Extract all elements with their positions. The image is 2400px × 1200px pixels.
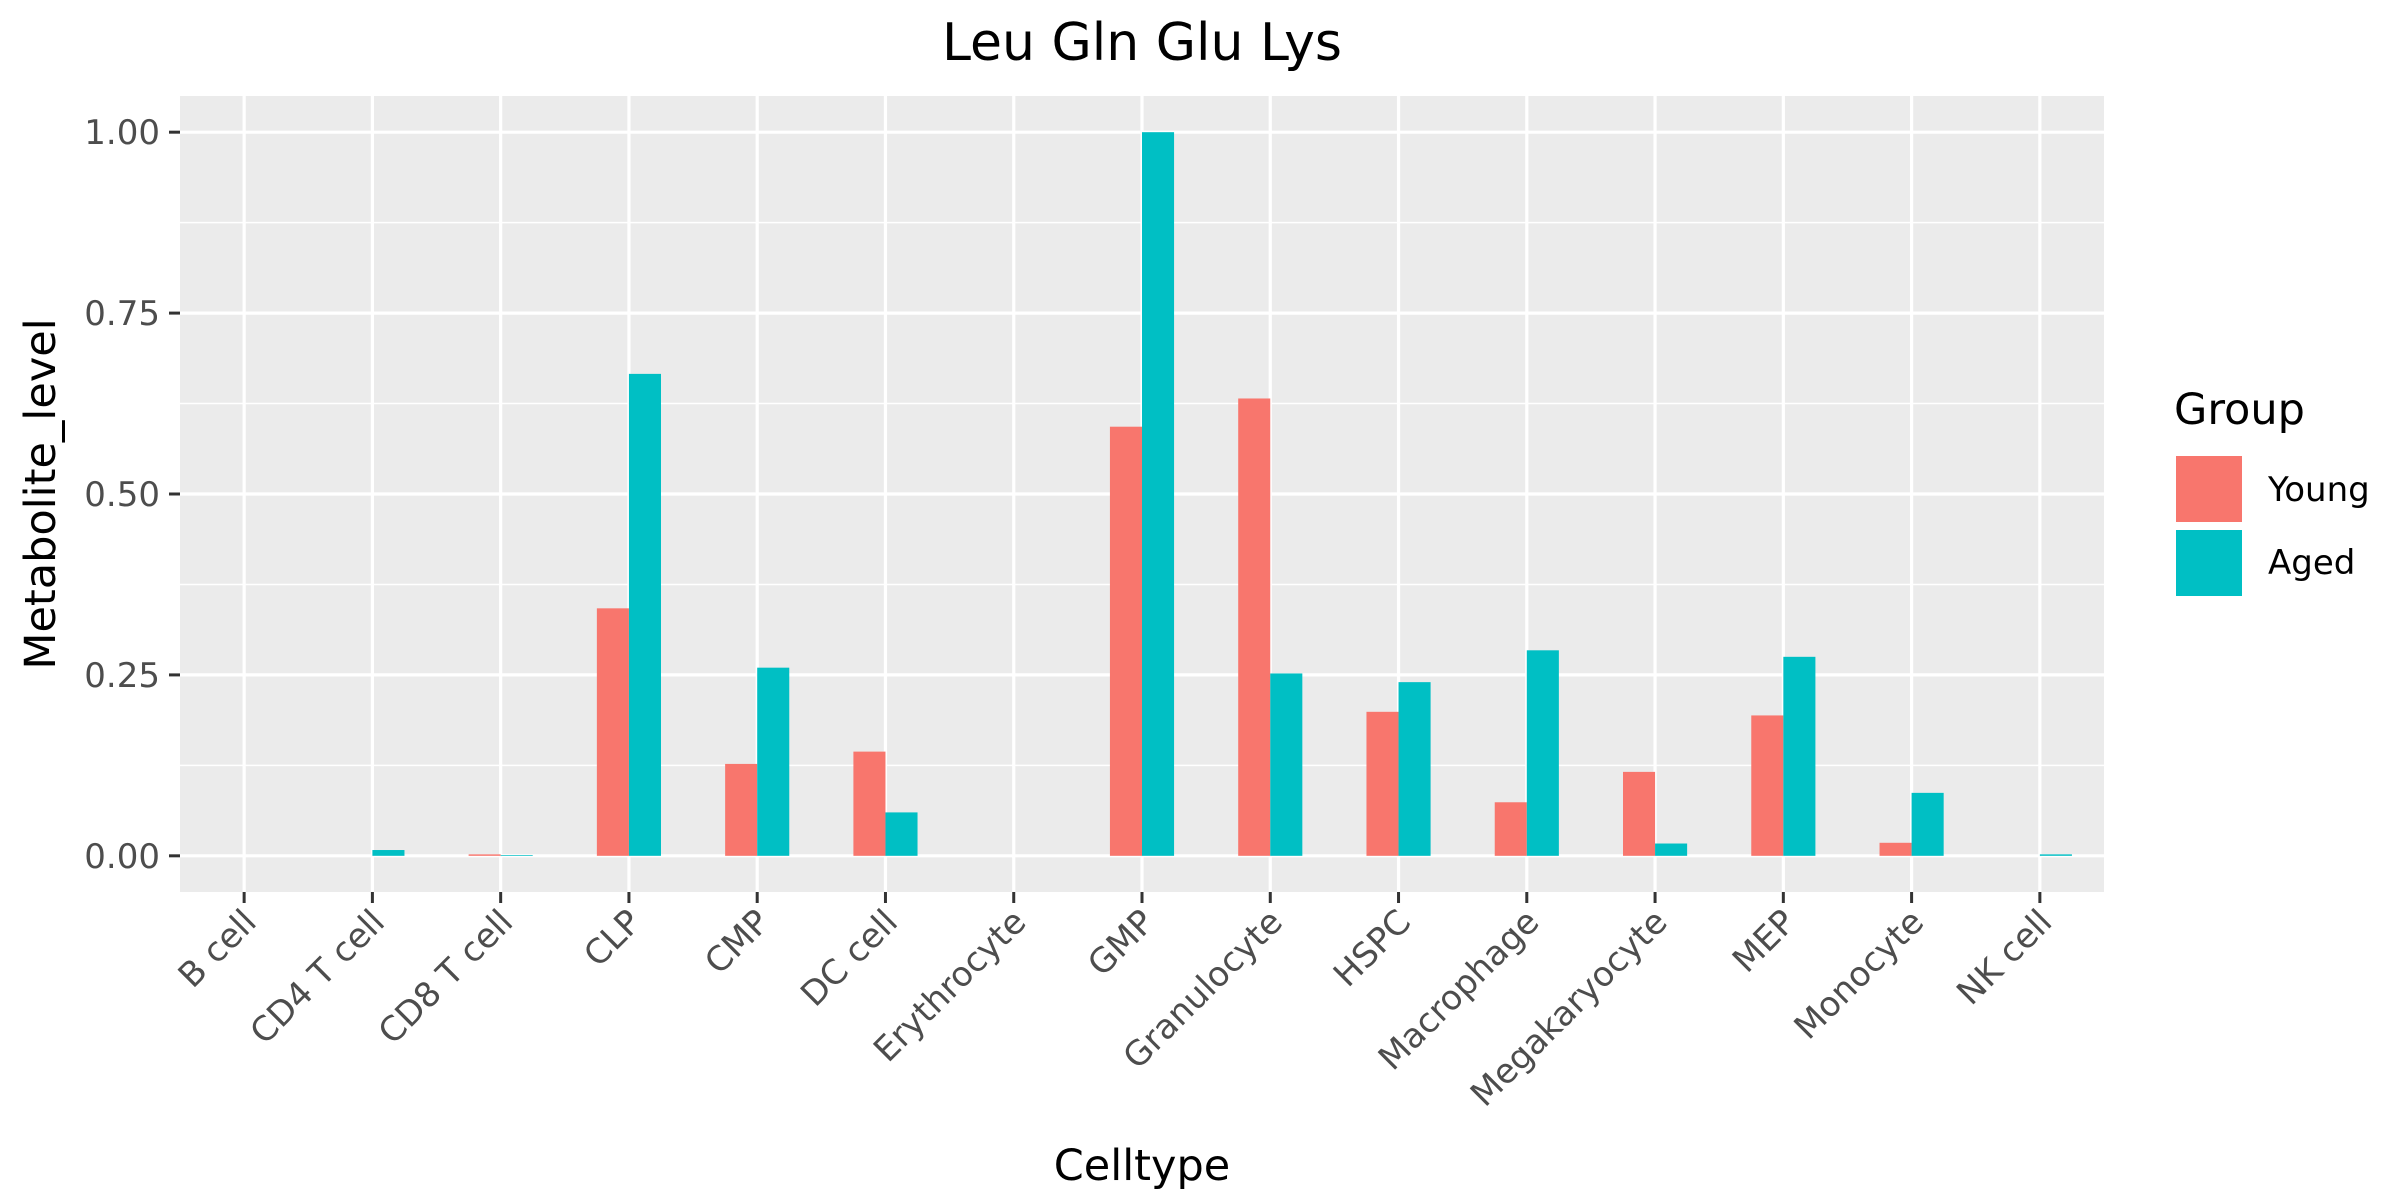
- bar-young-megakaryocyte: [1623, 771, 1656, 856]
- legend: Group Young Aged: [2174, 385, 2370, 596]
- bar-aged-cd8-t-cell: [500, 855, 533, 856]
- legend-label-aged: Aged: [2268, 543, 2355, 583]
- bar-young-cmp: [725, 763, 758, 856]
- x-tick-label: HSPC: [1326, 902, 1419, 995]
- bar-young-clp: [596, 608, 629, 856]
- y-axis: 0.00 0.25 0.50 0.75 1.00: [84, 113, 180, 877]
- legend-label-young: Young: [2267, 470, 2370, 510]
- bar-aged-megakaryocyte: [1655, 843, 1688, 856]
- x-tick-label: DC cell: [793, 902, 906, 1015]
- bar-aged-hspc: [1398, 682, 1431, 856]
- y-tick-label: 0.75: [84, 294, 160, 334]
- bar-aged-clp: [628, 373, 661, 856]
- y-tick-label: 0.25: [84, 656, 160, 696]
- legend-key-young: [2176, 456, 2242, 522]
- bar-young-monocyte: [1879, 842, 1912, 856]
- bar-young-granulocyte: [1238, 398, 1271, 856]
- legend-key-aged: [2176, 530, 2242, 596]
- x-tick-label: CLP: [576, 902, 649, 975]
- bar-young-cd8-t-cell: [468, 854, 501, 856]
- x-tick-label: B cell: [171, 902, 265, 996]
- bar-aged-granulocyte: [1270, 673, 1303, 856]
- bar-young-hspc: [1366, 711, 1399, 856]
- bar-aged-nk-cell: [2039, 854, 2072, 856]
- x-axis-title: Celltype: [1054, 1141, 1230, 1191]
- bar-aged-cmp: [757, 667, 790, 856]
- y-tick-label: 0.50: [84, 475, 160, 515]
- bar-young-macrophage: [1494, 802, 1527, 856]
- x-tick-label: GMP: [1080, 902, 1162, 984]
- x-tick-label: NK cell: [1949, 902, 2060, 1013]
- x-tick-label: CD8 T cell: [371, 902, 521, 1052]
- bar-aged-mep: [1783, 656, 1816, 856]
- x-tick-label: Monocyte: [1787, 902, 1932, 1047]
- x-tick-label: CD4 T cell: [243, 902, 393, 1052]
- bar-aged-cd4-t-cell: [372, 850, 405, 856]
- bar-aged-macrophage: [1526, 650, 1559, 856]
- x-tick-label: MEP: [1725, 902, 1804, 981]
- bar-aged-gmp: [1142, 132, 1175, 856]
- bar-aged-monocyte: [1911, 792, 1944, 856]
- y-axis-title: Metabolite_level: [16, 318, 66, 669]
- x-tick-label: CMP: [697, 902, 777, 982]
- bar-young-dc-cell: [853, 751, 886, 856]
- y-tick-label: 0.00: [84, 837, 160, 877]
- chart-title: Leu Gln Glu Lys: [942, 13, 1342, 73]
- y-tick-label: 1.00: [84, 113, 160, 153]
- bar-young-gmp: [1109, 426, 1142, 856]
- bar-young-mep: [1751, 715, 1784, 856]
- legend-title: Group: [2174, 385, 2305, 435]
- bars: [372, 132, 2072, 856]
- bar-aged-dc-cell: [885, 812, 918, 856]
